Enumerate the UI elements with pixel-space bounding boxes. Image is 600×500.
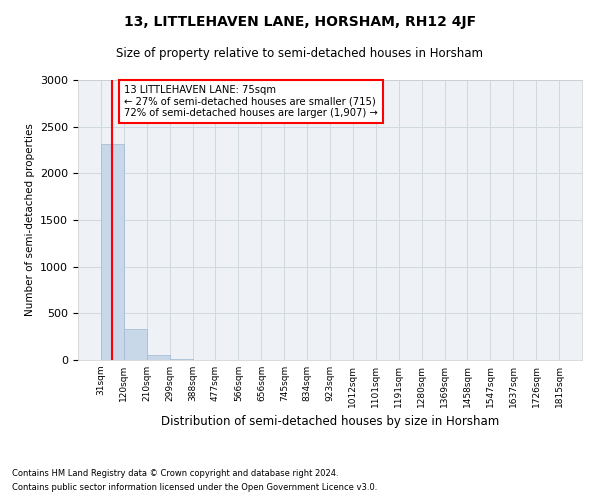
Text: Contains HM Land Registry data © Crown copyright and database right 2024.: Contains HM Land Registry data © Crown c… — [12, 468, 338, 477]
Bar — [147, 356, 170, 360]
Text: Contains public sector information licensed under the Open Government Licence v3: Contains public sector information licen… — [12, 484, 377, 492]
Bar — [170, 359, 193, 360]
Bar — [124, 329, 147, 360]
X-axis label: Distribution of semi-detached houses by size in Horsham: Distribution of semi-detached houses by … — [161, 416, 499, 428]
Text: 13 LITTLEHAVEN LANE: 75sqm
← 27% of semi-detached houses are smaller (715)
72% o: 13 LITTLEHAVEN LANE: 75sqm ← 27% of semi… — [124, 84, 377, 118]
Text: Size of property relative to semi-detached houses in Horsham: Size of property relative to semi-detach… — [116, 48, 484, 60]
Y-axis label: Number of semi-detached properties: Number of semi-detached properties — [25, 124, 35, 316]
Bar — [101, 144, 124, 360]
Text: 13, LITTLEHAVEN LANE, HORSHAM, RH12 4JF: 13, LITTLEHAVEN LANE, HORSHAM, RH12 4JF — [124, 15, 476, 29]
